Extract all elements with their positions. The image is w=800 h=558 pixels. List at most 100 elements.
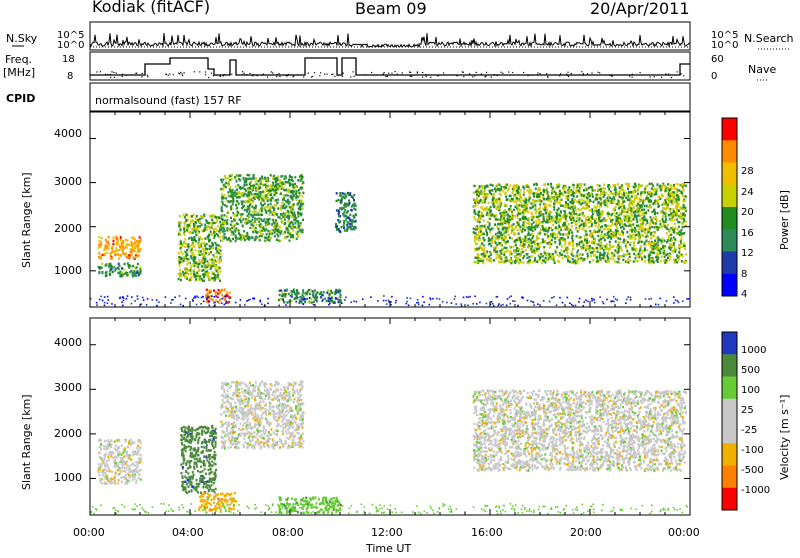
power-scatter-cell [585, 247, 587, 249]
power-scatter-cell [525, 218, 527, 220]
power-scatter-cell [519, 218, 521, 220]
power-scatter-cell [297, 234, 299, 236]
power-scatter-cell [474, 210, 476, 212]
power-scatter-cell [587, 197, 589, 199]
power-scatter-cell [629, 217, 631, 219]
power-scatter-cell [664, 225, 666, 227]
power-scatter-cell [571, 231, 573, 233]
power-scatter-cell [641, 225, 643, 227]
power-scatter-cell [571, 198, 573, 200]
power-scatter-cell [347, 225, 349, 227]
power-scatter-cell [565, 197, 567, 199]
power-scatter-cell [138, 274, 140, 276]
power-scatter-cell [629, 242, 631, 244]
power-scatter-cell [134, 238, 136, 240]
power-scatter-cell [562, 257, 564, 259]
power-scatter-cell [659, 220, 661, 222]
power-scatter-cell [635, 260, 637, 262]
power-scatter-cell [185, 255, 187, 257]
power-scatter-cell [636, 230, 638, 232]
power-scatter-cell [585, 223, 587, 225]
power-scatter-cell [225, 182, 227, 184]
power-scatter-cell [528, 217, 530, 219]
power-scatter-cell [581, 241, 583, 243]
power-scatter-cell [620, 247, 622, 249]
power-scatter-cell [652, 217, 654, 219]
power-scatter-cell [587, 255, 589, 257]
power-scatter-cell [562, 214, 564, 216]
power-scatter-cell [478, 211, 480, 213]
power-scatter-cell [131, 236, 133, 238]
power-scatter-cell [550, 205, 552, 207]
power-scatter-cell [662, 218, 664, 220]
nave-point [312, 76, 313, 77]
power-scatter-cell [265, 210, 267, 212]
power-scatter-cell [278, 225, 280, 227]
power-scatter-cell [628, 209, 630, 211]
power-scatter-cell [537, 218, 539, 220]
power-scatter-cell [647, 209, 649, 211]
power-scatter-cell [574, 221, 576, 223]
power-scatter-cell [339, 231, 341, 233]
power-scatter-cell [245, 201, 247, 203]
power-scatter-cell [230, 208, 232, 210]
power-scatter-cell [500, 244, 502, 246]
power-scatter-cell [539, 242, 541, 244]
power-scatter-cell [567, 190, 569, 192]
power-scatter-cell [607, 197, 609, 199]
power-scatter-cell [341, 208, 343, 210]
power-scatter-cell [682, 226, 684, 228]
power-scatter-cell [615, 206, 617, 208]
power-scatter-cell [492, 203, 494, 205]
power-scatter-cell [603, 184, 605, 186]
power-scatter-cell [297, 215, 299, 217]
power-scatter-cell [565, 241, 567, 243]
power-scatter-cell [681, 235, 683, 237]
power-scatter-cell [540, 214, 542, 216]
power-scatter-cell [552, 220, 554, 222]
power-scatter-cell [131, 242, 133, 244]
power-scatter-cell [560, 229, 562, 231]
power-scatter-cell [307, 290, 309, 292]
power-scatter-cell [560, 205, 562, 207]
power-scatter-cell [213, 273, 215, 275]
power-scatter-cell [191, 215, 193, 217]
power-scatter-cell [542, 225, 544, 227]
power-scatter-cell [279, 294, 281, 296]
power-scatter-cell [659, 239, 661, 241]
power-scatter-cell [543, 246, 545, 248]
power-scatter-cell [495, 242, 497, 244]
power-scatter-cell [337, 219, 339, 221]
power-scatter-cell [571, 222, 573, 224]
power-scatter-cell [681, 246, 683, 248]
power-scatter-cell [678, 210, 680, 212]
power-scatter-cell [488, 214, 490, 216]
power-scatter-cell [680, 212, 682, 214]
nave-point [107, 74, 108, 75]
power-scatter-cell [520, 252, 522, 254]
power-scatter-cell [258, 191, 260, 193]
power-ground-speckle [345, 297, 347, 299]
power-scatter-cell [484, 247, 486, 249]
power-scatter-cell [664, 256, 666, 258]
power-scatter-cell [602, 213, 604, 215]
power-scatter-cell [219, 259, 221, 261]
power-scatter-cell [685, 195, 687, 197]
power-scatter-cell [274, 235, 276, 237]
power-scatter-cell [504, 209, 506, 211]
power-scatter-cell [288, 188, 290, 190]
power-scatter-cell [208, 252, 210, 254]
power-scatter-cell [215, 291, 217, 293]
power-scatter-cell [479, 239, 481, 241]
power-scatter-cell [553, 208, 555, 210]
power-scatter-cell [238, 229, 240, 231]
power-scatter-cell [272, 206, 274, 208]
power-scatter-cell [548, 227, 550, 229]
power-scatter-cell [669, 230, 671, 232]
power-scatter-cell [495, 246, 497, 248]
power-scatter-cell [494, 188, 496, 190]
power-scatter-cell [206, 264, 208, 266]
power-scatter-cell [676, 183, 678, 185]
power-scatter-cell [243, 230, 245, 232]
power-scatter-cell [572, 184, 574, 186]
